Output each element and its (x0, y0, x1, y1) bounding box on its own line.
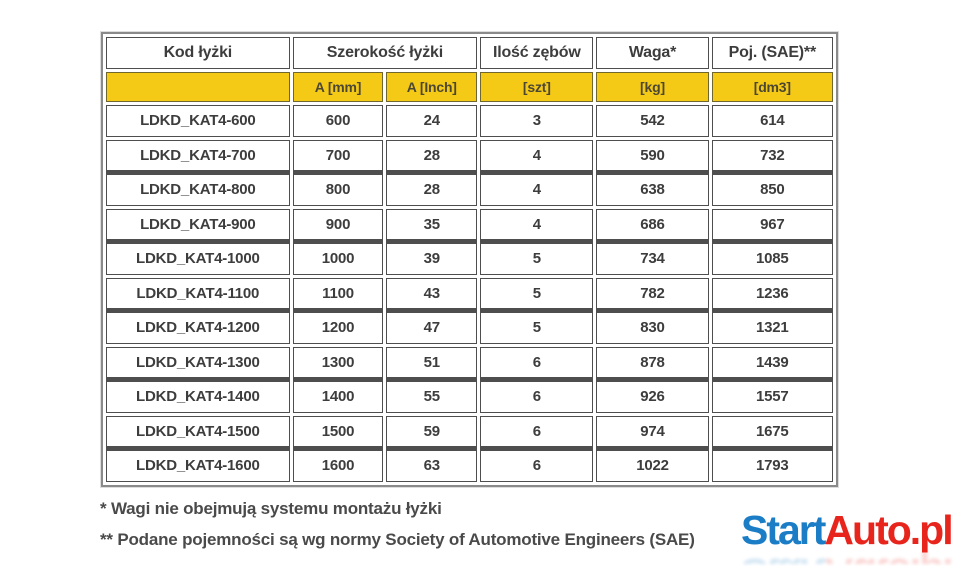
cell-kg: 734 (596, 243, 709, 275)
table-row: LDKD_KAT4-700 700 28 4 590 732 (106, 139, 833, 171)
table-row: LDKD_KAT4-1500 1500 59 6 974 1675 (106, 415, 833, 447)
cell-kg: 686 (596, 208, 709, 240)
cell-kg: 542 (596, 105, 709, 137)
unit-cell-dm3: [dm3] (711, 72, 833, 102)
cell-code: LDKD_KAT4-600 (106, 105, 290, 137)
cell-kg: 974 (596, 415, 709, 447)
cell-mm: 1100 (292, 277, 384, 309)
cell-mm: 1500 (292, 415, 384, 447)
table-row: LDKD_KAT4-600 600 24 3 542 614 (106, 105, 833, 137)
table-row: LDKD_KAT4-1300 1300 51 6 878 1439 (106, 346, 833, 378)
cell-teeth: 4 (480, 174, 594, 206)
cell-mm: 1200 (292, 312, 384, 344)
cell-dm3: 1321 (711, 312, 833, 344)
cell-mm: 1600 (292, 450, 384, 482)
cell-code: LDKD_KAT4-1100 (106, 277, 290, 309)
cell-mm: 1400 (292, 381, 384, 413)
unit-cell-empty (106, 72, 290, 102)
footnote-weight: * Wagi nie obejmują systemu montażu łyżk… (100, 499, 442, 518)
cell-dm3: 732 (711, 139, 833, 171)
cell-inch: 59 (386, 415, 478, 447)
cell-mm: 800 (292, 174, 384, 206)
cell-mm: 900 (292, 208, 384, 240)
cell-teeth: 5 (480, 277, 594, 309)
col-header-teeth: Ilość zębów (480, 37, 594, 69)
cell-dm3: 1439 (711, 346, 833, 378)
col-header-code: Kod łyżki (106, 37, 290, 69)
cell-inch: 28 (386, 139, 478, 171)
cell-teeth: 4 (480, 208, 594, 240)
cell-code: LDKD_KAT4-1300 (106, 346, 290, 378)
cell-teeth: 4 (480, 139, 594, 171)
cell-code: LDKD_KAT4-1600 (106, 450, 290, 482)
footnotes: * Wagi nie obejmują systemu montażu łyżk… (100, 493, 695, 555)
cell-kg: 830 (596, 312, 709, 344)
header-row: Kod łyżki Szerokość łyżki Ilość zębów Wa… (106, 37, 833, 69)
table-row: LDKD_KAT4-1000 1000 39 5 734 1085 (106, 243, 833, 275)
col-header-width: Szerokość łyżki (292, 37, 478, 69)
cell-teeth: 6 (480, 450, 594, 482)
cell-inch: 28 (386, 174, 478, 206)
unit-cell-kg: [kg] (596, 72, 709, 102)
cell-dm3: 1675 (711, 415, 833, 447)
logo-text-start: Start (741, 507, 826, 553)
cell-code: LDKD_KAT4-1000 (106, 243, 290, 275)
cell-kg: 638 (596, 174, 709, 206)
cell-inch: 51 (386, 346, 478, 378)
cell-teeth: 6 (480, 381, 594, 413)
table-row: LDKD_KAT4-1600 1600 63 6 1022 1793 (106, 450, 833, 482)
col-header-capacity: Poj. (SAE)** (711, 37, 833, 69)
cell-dm3: 850 (711, 174, 833, 206)
cell-inch: 35 (386, 208, 478, 240)
cell-inch: 55 (386, 381, 478, 413)
footnote-sae: ** Podane pojemności są wg normy Society… (100, 530, 695, 549)
unit-cell-mm: A [mm] (292, 72, 384, 102)
table-row: LDKD_KAT4-900 900 35 4 686 967 (106, 208, 833, 240)
table-row: LDKD_KAT4-1100 1100 43 5 782 1236 (106, 277, 833, 309)
cell-mm: 700 (292, 139, 384, 171)
cell-teeth: 3 (480, 105, 594, 137)
cell-code: LDKD_KAT4-1500 (106, 415, 290, 447)
unit-cell-inch: A [Inch] (386, 72, 478, 102)
units-row: A [mm] A [Inch] [szt] [kg] [dm3] (106, 72, 833, 102)
cell-code: LDKD_KAT4-700 (106, 139, 290, 171)
cell-kg: 782 (596, 277, 709, 309)
table-row: LDKD_KAT4-1200 1200 47 5 830 1321 (106, 312, 833, 344)
cell-kg: 1022 (596, 450, 709, 482)
cell-dm3: 1557 (711, 381, 833, 413)
cell-inch: 47 (386, 312, 478, 344)
cell-code: LDKD_KAT4-1400 (106, 381, 290, 413)
cell-dm3: 967 (711, 208, 833, 240)
cell-teeth: 5 (480, 312, 594, 344)
cell-kg: 590 (596, 139, 709, 171)
cell-teeth: 5 (480, 243, 594, 275)
cell-mm: 600 (292, 105, 384, 137)
table-row: LDKD_KAT4-800 800 28 4 638 850 (106, 174, 833, 206)
cell-dm3: 1793 (711, 450, 833, 482)
cell-inch: 43 (386, 277, 478, 309)
cell-code: LDKD_KAT4-900 (106, 208, 290, 240)
cell-kg: 878 (596, 346, 709, 378)
cell-code: LDKD_KAT4-800 (106, 174, 290, 206)
col-header-weight: Waga* (596, 37, 709, 69)
cell-dm3: 614 (711, 105, 833, 137)
cell-dm3: 1085 (711, 243, 833, 275)
cell-dm3: 1236 (711, 277, 833, 309)
cell-mm: 1000 (292, 243, 384, 275)
bucket-spec-table: Kod łyżki Szerokość łyżki Ilość zębów Wa… (101, 32, 838, 487)
cell-mm: 1300 (292, 346, 384, 378)
cell-inch: 39 (386, 243, 478, 275)
startauto-logo: StartAuto.pl (741, 507, 954, 553)
cell-inch: 63 (386, 450, 478, 482)
cell-kg: 926 (596, 381, 709, 413)
unit-cell-szt: [szt] (480, 72, 594, 102)
cell-inch: 24 (386, 105, 478, 137)
logo-text-auto-pl: Auto.pl (824, 507, 953, 553)
cell-teeth: 6 (480, 415, 594, 447)
table-row: LDKD_KAT4-1400 1400 55 6 926 1557 (106, 381, 833, 413)
cell-teeth: 6 (480, 346, 594, 378)
cell-code: LDKD_KAT4-1200 (106, 312, 290, 344)
